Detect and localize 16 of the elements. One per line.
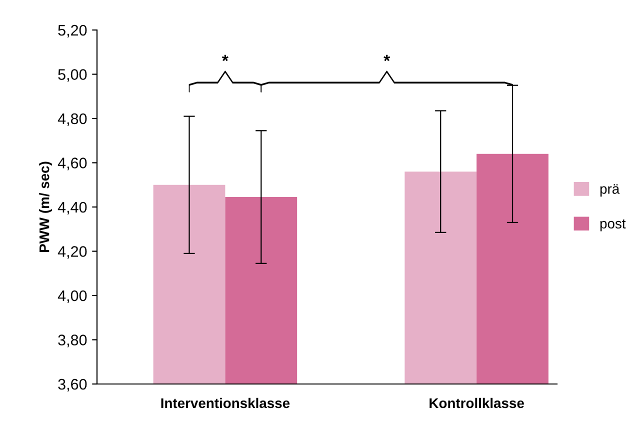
y-tick-label: 5,00 [58,69,87,82]
annotation: * [222,54,228,62]
x-tick-label: Kontrollklasse [430,398,524,408]
y-tick-label: 5,20 [58,24,87,38]
y-tick-label: 4,40 [58,202,87,214]
y-axis-title: PWW (m/ sec) [39,162,52,252]
y-tick-label: 4,20 [58,246,87,259]
y-tick-label: 4,00 [58,290,87,303]
y-tick-label: 4,60 [58,158,87,170]
legend-label: prä [600,184,620,197]
x-tick-label: Interventionsklasse [161,398,290,408]
y-tick-label: 3,60 [58,378,87,392]
annotation: * [384,54,390,62]
legend-label: post [600,219,626,232]
y-tick-label: 4,80 [58,113,87,126]
y-tick-label: 3,80 [58,334,87,348]
